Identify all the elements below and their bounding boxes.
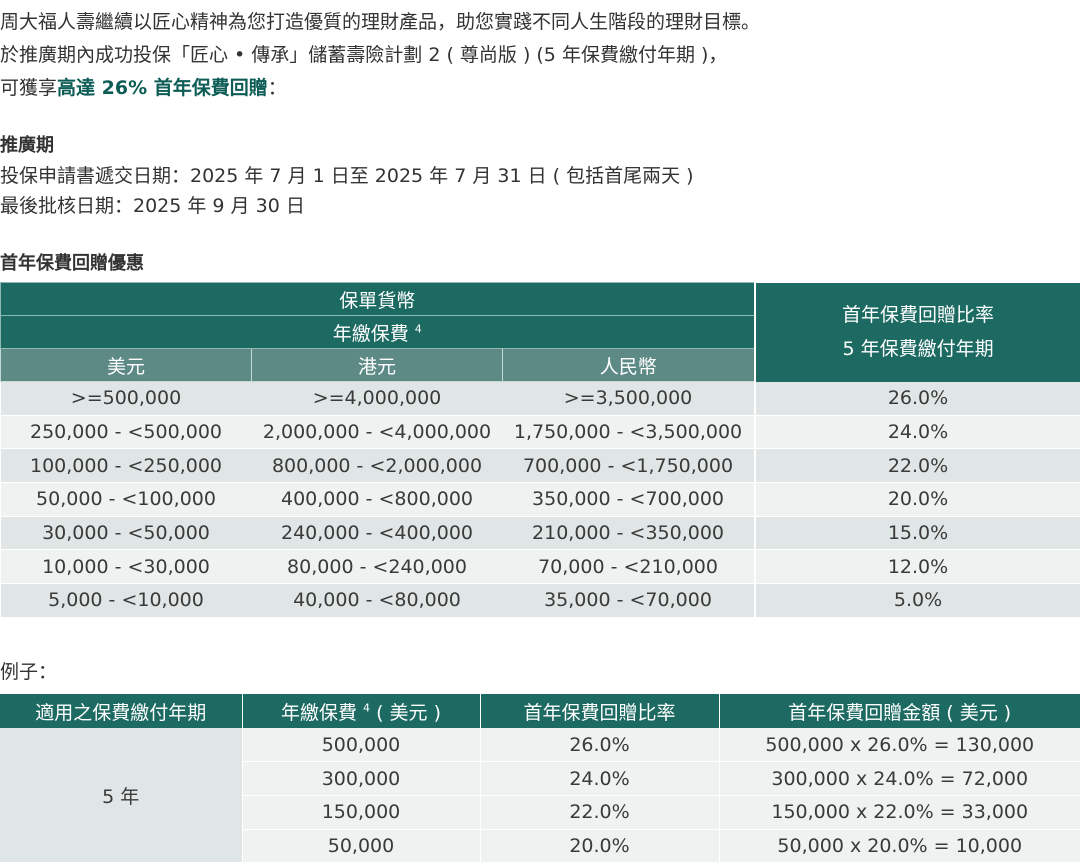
rate-cell: 22.0% xyxy=(479,795,719,830)
header-rmb: 人民幣 xyxy=(501,348,756,382)
premium-cell: 150,000 xyxy=(241,795,480,830)
footnote-marker: 4 xyxy=(414,322,422,336)
header-rebate-rate: 首年保費回贈比率 5 年保費繳付年期 xyxy=(753,282,1080,382)
header-rebate-amount: 首年保費回贈金額 ( 美元 ) xyxy=(718,694,1080,728)
rmb-cell: 210,000 - <350,000 xyxy=(502,516,755,551)
example-title: 例子： xyxy=(0,661,58,683)
intro-paragraph: 周大福人壽繼續以匠心精神為您打造優質的理財產品，助您實踐不同人生階段的理財目標。… xyxy=(0,6,1080,105)
amount-cell: 500,000 x 26.0% = 130,000 xyxy=(718,728,1080,763)
table-row: 250,000 - <500,000 2,000,000 - <4,000,00… xyxy=(0,415,1080,450)
rate-cell: 24.0% xyxy=(753,415,1080,450)
example-table: 適用之保費繳付年期 年繳保費 4 ( 美元 ) 首年保費回贈比率 首年保費回贈金… xyxy=(0,694,1080,864)
table-row: 50,000 - <100,000 400,000 - <800,000 350… xyxy=(0,482,1080,517)
table-row: 5,000 - <10,000 40,000 - <80,000 35,000 … xyxy=(0,583,1080,618)
usd-cell: 10,000 - <30,000 xyxy=(0,549,252,585)
usd-cell: 50,000 - <100,000 xyxy=(0,482,252,517)
premium-cell: 500,000 xyxy=(241,728,480,763)
usd-cell: 100,000 - <250,000 xyxy=(0,448,252,484)
rmb-cell: 350,000 - <700,000 xyxy=(502,482,755,517)
usd-cell: >=500,000 xyxy=(0,381,252,416)
rmb-cell: 35,000 - <70,000 xyxy=(502,583,755,618)
header-rebate-rate: 首年保費回贈比率 xyxy=(479,694,719,728)
amount-cell: 150,000 x 22.0% = 33,000 xyxy=(718,795,1080,830)
hkd-cell: 80,000 - <240,000 xyxy=(251,549,503,585)
header-payment-term: 適用之保費繳付年期 xyxy=(0,694,242,728)
hkd-cell: 240,000 - <400,000 xyxy=(251,516,503,551)
rate-cell: 15.0% xyxy=(753,516,1080,551)
rebate-rate-table: 保單貨幣 首年保費回贈比率 5 年保費繳付年期 年繳保費 4 美元 港元 人民幣… xyxy=(0,282,1080,618)
rmb-cell: 700,000 - <1,750,000 xyxy=(502,448,755,484)
rmb-cell: 70,000 - <210,000 xyxy=(502,549,755,585)
rate-cell: 22.0% xyxy=(753,448,1080,484)
hkd-cell: 800,000 - <2,000,000 xyxy=(251,448,503,484)
rate-cell: 20.0% xyxy=(479,829,719,864)
header-hkd: 港元 xyxy=(251,348,503,382)
header-annual-premium-usd-unit: ( 美元 ) xyxy=(370,701,441,724)
hkd-cell: >=4,000,000 xyxy=(251,381,503,416)
approval-date-text: 最後批核日期：2025 年 9 月 30 日 xyxy=(0,195,305,217)
payment-term-cell: 5 年 xyxy=(0,728,242,864)
rebate-highlight: 高達 26% 首年保費回贈 xyxy=(57,77,268,99)
header-annual-premium-label: 年繳保費 xyxy=(332,322,409,345)
table-row: 100,000 - <250,000 800,000 - <2,000,000 … xyxy=(0,448,1080,484)
rate-cell: 20.0% xyxy=(753,482,1080,517)
hkd-cell: 400,000 - <800,000 xyxy=(251,482,503,517)
rebate-section-title: 首年保費回贈優惠 xyxy=(0,253,144,274)
submission-date-text: 投保申請書遞交日期：2025 年 7 月 1 日至 2025 年 7 月 31 … xyxy=(0,165,694,187)
table-row: 30,000 - <50,000 240,000 - <400,000 210,… xyxy=(0,516,1080,551)
intro-line-1: 周大福人壽繼續以匠心精神為您打造優質的理財產品，助您實踐不同人生階段的理財目標。 xyxy=(0,11,761,33)
header-rebate-rate-line2: 5 年保費繳付年期 xyxy=(842,338,994,360)
footnote-marker: 4 xyxy=(363,701,371,715)
premium-cell: 300,000 xyxy=(241,761,480,796)
header-annual-premium: 年繳保費 4 xyxy=(0,315,756,349)
table-row: 10,000 - <30,000 80,000 - <240,000 70,00… xyxy=(0,549,1080,585)
usd-cell: 30,000 - <50,000 xyxy=(0,516,252,551)
amount-cell: 300,000 x 24.0% = 72,000 xyxy=(718,761,1080,796)
intro-line-2: 於推廣期內成功投保「匠心 • 傳承」儲蓄壽險計劃 2 ( 尊尚版 ) (5 年保… xyxy=(0,44,728,66)
header-usd: 美元 xyxy=(0,348,252,382)
amount-cell: 50,000 x 20.0% = 10,000 xyxy=(718,829,1080,864)
rate-cell: 26.0% xyxy=(479,728,719,763)
usd-cell: 5,000 - <10,000 xyxy=(0,583,252,618)
premium-cell: 50,000 xyxy=(241,829,480,864)
intro-line-3: 可獲享高達 26% 首年保費回贈： xyxy=(0,72,1080,105)
rate-cell: 24.0% xyxy=(479,761,719,796)
header-annual-premium-usd-label: 年繳保費 xyxy=(280,701,357,724)
intro-line-3-suffix: ： xyxy=(267,77,287,99)
header-annual-premium-usd: 年繳保費 4 ( 美元 ) xyxy=(241,694,480,728)
rate-cell: 26.0% xyxy=(753,381,1080,416)
rate-cell: 12.0% xyxy=(753,549,1080,585)
header-rebate-rate-line1: 首年保費回贈比率 xyxy=(842,304,995,326)
hkd-cell: 2,000,000 - <4,000,000 xyxy=(251,415,503,450)
table-row: 150,000 22.0% 150,000 x 22.0% = 33,000 xyxy=(0,795,1080,830)
table-row: 5 年 500,000 26.0% 500,000 x 26.0% = 130,… xyxy=(0,728,1080,864)
table-row: 50,000 20.0% 50,000 x 20.0% = 10,000 xyxy=(0,829,1080,864)
rate-cell: 5.0% xyxy=(753,583,1080,618)
usd-cell: 250,000 - <500,000 xyxy=(0,415,252,450)
header-policy-currency: 保單貨幣 xyxy=(0,282,756,316)
table-row: 300,000 24.0% 300,000 x 24.0% = 72,000 xyxy=(0,761,1080,796)
promo-period-title: 推廣期 xyxy=(0,135,54,156)
rmb-cell: 1,750,000 - <3,500,000 xyxy=(502,415,755,450)
rmb-cell: >=3,500,000 xyxy=(502,381,755,416)
hkd-cell: 40,000 - <80,000 xyxy=(251,583,503,618)
table-row: >=500,000 >=4,000,000 >=3,500,000 26.0% xyxy=(0,381,1080,416)
intro-line-3-prefix: 可獲享 xyxy=(0,77,58,99)
